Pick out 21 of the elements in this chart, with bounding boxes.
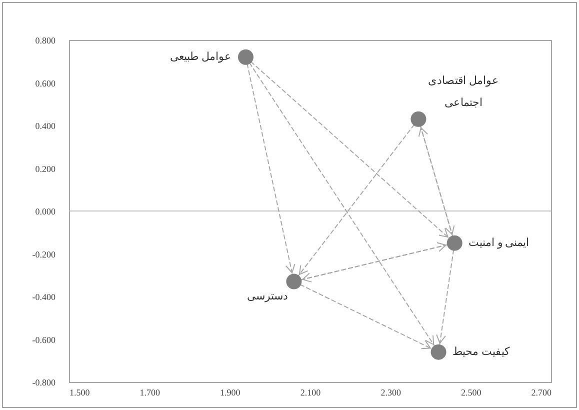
y-tick-label: 0.200: [35, 164, 56, 174]
x-tick-label: 2.500: [461, 388, 482, 398]
y-tick-label: 0.600: [35, 78, 56, 88]
y-tick-label: -0.600: [32, 334, 56, 345]
y-tick-label: -0.800: [32, 378, 56, 388]
x-tick-label: 1.900: [220, 388, 241, 398]
x-tick-label: 2.100: [300, 388, 322, 398]
y-tick-label: 0.400: [35, 121, 56, 131]
annotation: کیفیت محیط: [452, 346, 510, 358]
y-tick-label: 0.800: [35, 36, 56, 46]
y-tick-label: 0.000: [35, 206, 56, 216]
annotation: عوامل اقتصادی اجتماعی: [428, 75, 499, 110]
annotation: عوامل طبیعی: [170, 51, 232, 64]
annotation: ایمنی و امنیت: [468, 237, 530, 250]
y-tick-label: -0.200: [32, 249, 56, 260]
x-tick-label: 1.700: [140, 388, 160, 398]
x-tick-label: 1.500: [70, 388, 90, 398]
y-tick-label: -0.400: [32, 292, 56, 302]
x-tick-label: 2.300: [380, 388, 402, 398]
annotation: دسترسی: [246, 290, 288, 303]
x-tick-label: 2.700: [531, 388, 552, 398]
